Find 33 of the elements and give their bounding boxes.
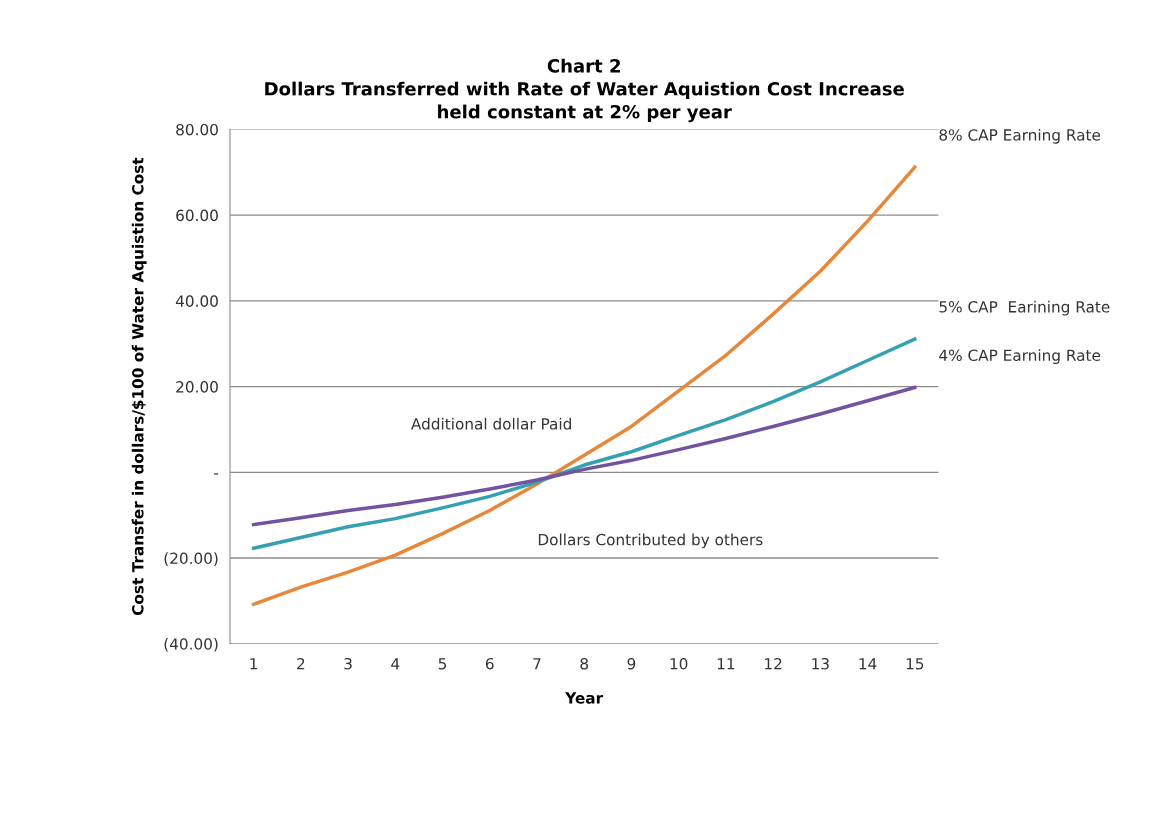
y-tick-label: 60.00 <box>176 209 218 222</box>
y-tick-label: 80.00 <box>176 123 218 136</box>
y-tick-label: 20.00 <box>176 381 218 393</box>
x-tick-label: 13 <box>812 657 829 670</box>
x-tick-label: 4 <box>391 658 400 670</box>
line-series <box>251 165 917 607</box>
x-tick-label: 5 <box>438 658 447 670</box>
x-tick-label: 12 <box>765 657 782 670</box>
line-series <box>251 337 917 550</box>
x-tick-label: 11 <box>717 658 735 670</box>
x-axis-title: Year <box>565 692 604 704</box>
text: 5% CAP Earining Rate <box>939 300 1110 316</box>
y-tick-label: - <box>214 473 219 475</box>
x-tick-label: 2 <box>297 657 305 670</box>
text: 8% CAP Earning Rate <box>939 128 1101 144</box>
y-tick-label: (20.00) <box>164 552 218 566</box>
x-tick-label: 3 <box>344 657 352 670</box>
y-tick-label: 40.00 <box>175 295 218 307</box>
annotation: Dollars Contributed by others <box>538 533 763 549</box>
x-tick-label: 1 <box>250 658 258 670</box>
x-tick-label: 6 <box>485 657 494 670</box>
y-tick-label: (40.00) <box>164 638 218 652</box>
x-tick-label: 14 <box>859 658 877 670</box>
chart-title: Chart 2 Dollars Transferred with Rate of Water Aquistion Cost Increase held constant at 2% per year <box>265 58 904 123</box>
x-tick-label: 8 <box>580 657 589 670</box>
x-tick-label: 10 <box>670 657 688 670</box>
x-tick-label: 7 <box>533 658 541 670</box>
y-axis-title: Cost Transfer in dollars/$100 of Water Aquistion Cost <box>131 157 147 616</box>
annotation: Additional dollar Paid <box>411 417 571 430</box>
text: 4% CAP Earning Rate <box>939 349 1101 364</box>
x-tick-label: 15 <box>906 658 924 670</box>
x-tick-label: 9 <box>627 657 636 670</box>
line-series <box>251 385 917 527</box>
